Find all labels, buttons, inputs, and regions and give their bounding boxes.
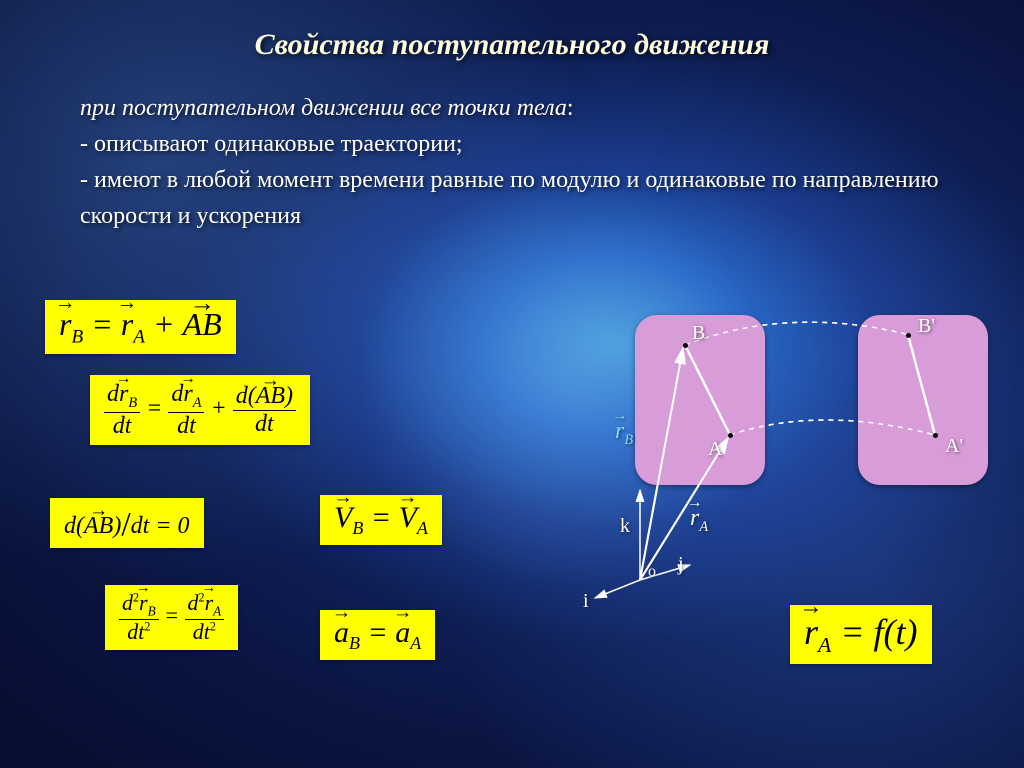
point-a-prime [933,433,938,438]
diagram-overlay [520,300,1000,620]
formula-second-deriv: d2rB dt2 = d2rA dt2 [105,585,238,650]
diagram: B A B' A' rB rA i j k o [520,300,1000,620]
label-b-prime: B' [918,315,935,338]
label-ra: rA [690,505,708,536]
point-a [728,433,733,438]
label-o: o [648,563,656,581]
point-b-prime [906,333,911,338]
page-title: Свойства поступательного движения [0,28,1024,62]
point-b [683,343,688,348]
formula-rb-ra-ab: rB = rA + AB [45,300,236,354]
subtitle: при поступательном движении все точки те… [80,90,964,234]
formula-ab-aa: aB = aA [320,610,435,660]
label-k: k [620,515,630,538]
label-j: j [678,553,684,576]
formula-vb-va: VB = VA [320,495,442,545]
label-a-prime: A' [945,435,963,458]
label-b: B [692,322,705,345]
label-a: A [708,438,722,461]
formula-dab-zero: d(AB)/dt = 0 [50,498,204,548]
label-i: i [583,590,589,613]
label-rb: rB [615,418,633,449]
subtitle-lead: при поступательном движении все точки те… [80,95,567,121]
formula-derivative: drB dt = drA dt + d(AB) dt [90,375,310,445]
